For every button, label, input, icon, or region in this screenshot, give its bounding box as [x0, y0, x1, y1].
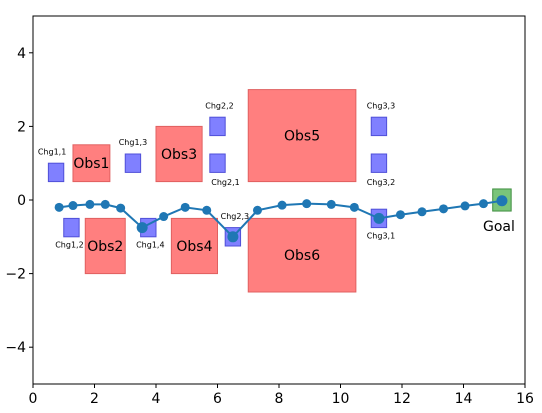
charger-rect	[370, 116, 388, 137]
x-tick-label: 4	[152, 391, 161, 407]
path-point	[349, 202, 359, 212]
path-point	[373, 212, 385, 224]
charger-rect	[370, 153, 388, 173]
path-point	[227, 231, 239, 243]
path-point	[478, 199, 488, 209]
obstacle-label: Obs2	[87, 239, 123, 255]
x-tick-label: 0	[29, 391, 38, 407]
axes-layer: 0 2 4 6 8 10 12 14 16 −4 −2 0 2 4	[5, 46, 534, 407]
charger-label: Chg3,3	[367, 101, 395, 110]
path-point	[100, 199, 110, 209]
path-point	[395, 210, 405, 220]
path-point	[302, 199, 312, 209]
path-point	[180, 202, 190, 212]
charger-rect	[47, 162, 65, 183]
path-point	[277, 200, 287, 210]
path-point	[326, 199, 336, 209]
path-point	[136, 222, 148, 234]
obstacle-rect	[84, 217, 126, 275]
obstacle-rect	[170, 217, 218, 275]
charger-label: Chg1,1	[38, 147, 66, 156]
path-point	[202, 205, 212, 215]
charger-label: Chg1,2	[55, 241, 83, 250]
path-point	[417, 207, 427, 217]
path-layer	[54, 195, 508, 243]
charger-label: Chg1,3	[119, 138, 147, 147]
path-line	[59, 199, 503, 239]
charger-rect	[124, 153, 142, 173]
obstacle-rect	[72, 144, 111, 183]
path-point	[460, 201, 470, 211]
path-point	[85, 199, 95, 209]
charger-rect	[209, 116, 226, 137]
path-point	[54, 202, 64, 212]
path-point	[68, 201, 78, 211]
obstacle-label: Obs5	[284, 129, 320, 145]
x-tick-label: 6	[213, 391, 222, 407]
obstacle-label: Obs4	[176, 239, 212, 255]
y-tick-label: 4	[17, 46, 26, 62]
labels-layer: Obs1 Obs2 Obs3 Obs4 Obs5 Obs6 Chg1,1 Chg1,2 Chg1…	[38, 101, 515, 264]
y-tick-label: 2	[17, 119, 26, 135]
x-tick-label: 10	[332, 391, 350, 407]
path-point	[252, 205, 262, 215]
obstacles-layer	[72, 89, 357, 293]
path-point	[116, 203, 126, 213]
charger-label: Chg2,3	[221, 212, 249, 221]
charger-label: Chg3,2	[367, 178, 395, 187]
obstacle-rect	[155, 125, 203, 183]
x-tick-label: 8	[275, 391, 284, 407]
charger-label: Chg2,1	[211, 178, 239, 187]
obstacle-rect	[247, 89, 357, 183]
charger-label: Chg2,2	[205, 101, 233, 110]
obstacle-label: Obs3	[161, 147, 197, 163]
y-tick-label: −2	[5, 267, 26, 283]
path-point	[439, 204, 449, 214]
obstacle-label: Obs1	[73, 156, 109, 172]
path-point	[159, 212, 169, 222]
charger-label: Chg3,1	[367, 231, 395, 240]
charger-rect	[209, 153, 226, 173]
x-tick-label: 16	[516, 391, 534, 407]
charger-label: Chg1,4	[136, 241, 164, 250]
charger-rect	[63, 217, 80, 238]
x-tick-label: 12	[393, 391, 411, 407]
x-tick-label: 14	[455, 391, 473, 407]
obstacle-rect	[247, 217, 357, 293]
x-tick-label: 2	[90, 391, 99, 407]
obstacle-label: Obs6	[284, 248, 320, 264]
y-tick-label: 0	[17, 193, 26, 209]
path-point	[496, 195, 508, 207]
goal-label: Goal	[483, 219, 515, 235]
y-tick-label: −4	[5, 340, 26, 356]
plot-frame	[32, 15, 526, 385]
